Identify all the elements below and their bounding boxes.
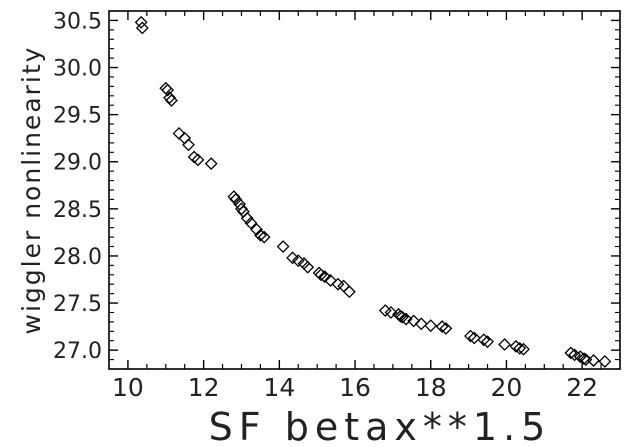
x-tick-label: 14 — [263, 373, 295, 402]
data-point-diamond — [439, 322, 453, 335]
data-point-diamond — [135, 21, 149, 35]
data-point-diamond — [182, 138, 195, 152]
data-point-diamond — [378, 304, 392, 318]
data-point-diamond — [240, 211, 254, 225]
data-point-diamond — [407, 314, 421, 328]
data-point-diamond — [467, 331, 481, 345]
data-point-diamond — [399, 312, 413, 326]
data-point-diamond — [244, 216, 258, 230]
axis-ticks — [109, 10, 620, 370]
y-axis-label: wiggler nonlinearity — [17, 46, 46, 335]
data-point-diamond — [172, 127, 186, 140]
plot-frame — [108, 10, 621, 370]
data-point-diamond — [191, 153, 205, 167]
data-point-diamond — [331, 277, 345, 291]
x-tick-label: 10 — [112, 373, 144, 402]
data-point-diamond — [161, 83, 175, 97]
data-point-diamond — [286, 251, 300, 265]
data-point-diamond — [250, 223, 264, 236]
y-tick-label: 28.5 — [53, 198, 102, 223]
data-point-diamond — [318, 270, 332, 284]
y-tick-label: 27.5 — [53, 292, 102, 317]
data-point-diamond — [509, 339, 523, 353]
x-tick-label: 22 — [566, 373, 598, 402]
x-tick-label: 16 — [339, 373, 371, 402]
data-point-diamond — [163, 91, 176, 105]
data-point-diamond — [324, 274, 337, 287]
data-point-diamond — [517, 342, 530, 356]
data-point-diamond — [301, 260, 315, 274]
y-tick-label: 29.5 — [53, 104, 102, 129]
data-point-diamond — [513, 341, 527, 355]
y-tick-label: 30.0 — [53, 57, 102, 82]
data-point-diamond — [204, 157, 218, 171]
data-point-diamond — [291, 254, 305, 268]
x-tick-label: 20 — [491, 373, 523, 402]
data-point-diamond — [424, 319, 438, 333]
x-tick-label: 18 — [415, 373, 447, 402]
data-point-diamond — [498, 338, 511, 351]
data-points — [134, 15, 612, 368]
data-point-diamond — [394, 309, 407, 323]
y-tick-label: 30.5 — [53, 9, 102, 34]
data-point-diamond — [227, 190, 241, 204]
data-point-diamond — [577, 352, 591, 366]
data-point-diamond — [337, 279, 351, 293]
data-point-diamond — [579, 353, 593, 366]
x-tick-label: 12 — [188, 373, 220, 402]
data-point-diamond — [276, 240, 290, 253]
data-point-diamond — [342, 285, 356, 299]
data-point-diamond — [573, 350, 587, 364]
data-point-diamond — [229, 193, 243, 206]
data-point-diamond — [178, 131, 192, 145]
data-point-diamond — [481, 335, 494, 349]
data-point-diamond — [414, 317, 428, 331]
data-point-diamond — [395, 310, 409, 324]
data-point-diamond — [314, 268, 328, 282]
y-tick-label: 28.0 — [53, 245, 102, 270]
data-point-diamond — [435, 320, 449, 334]
data-point-diamond — [384, 306, 398, 319]
data-point-diamond — [134, 15, 148, 29]
data-point-diamond — [257, 230, 271, 244]
data-point-diamond — [598, 355, 612, 368]
data-point-diamond — [564, 346, 578, 360]
data-point-diamond — [165, 94, 178, 107]
y-tick-label: 29.0 — [53, 151, 102, 176]
data-point-diamond — [253, 228, 267, 242]
data-point-diamond — [464, 329, 477, 343]
data-point-diamond — [477, 333, 491, 347]
y-tick-label: 27.0 — [53, 339, 102, 364]
data-point-diamond — [587, 354, 600, 367]
axis-tick-labels: 10 12 14 16 18 20 22 27.0 27.5 28.0 28.5 29.0 29.5 30… — [53, 9, 598, 402]
x-axis-label: SF betax**1.5 — [209, 405, 552, 447]
data-point-diamond — [235, 202, 248, 216]
